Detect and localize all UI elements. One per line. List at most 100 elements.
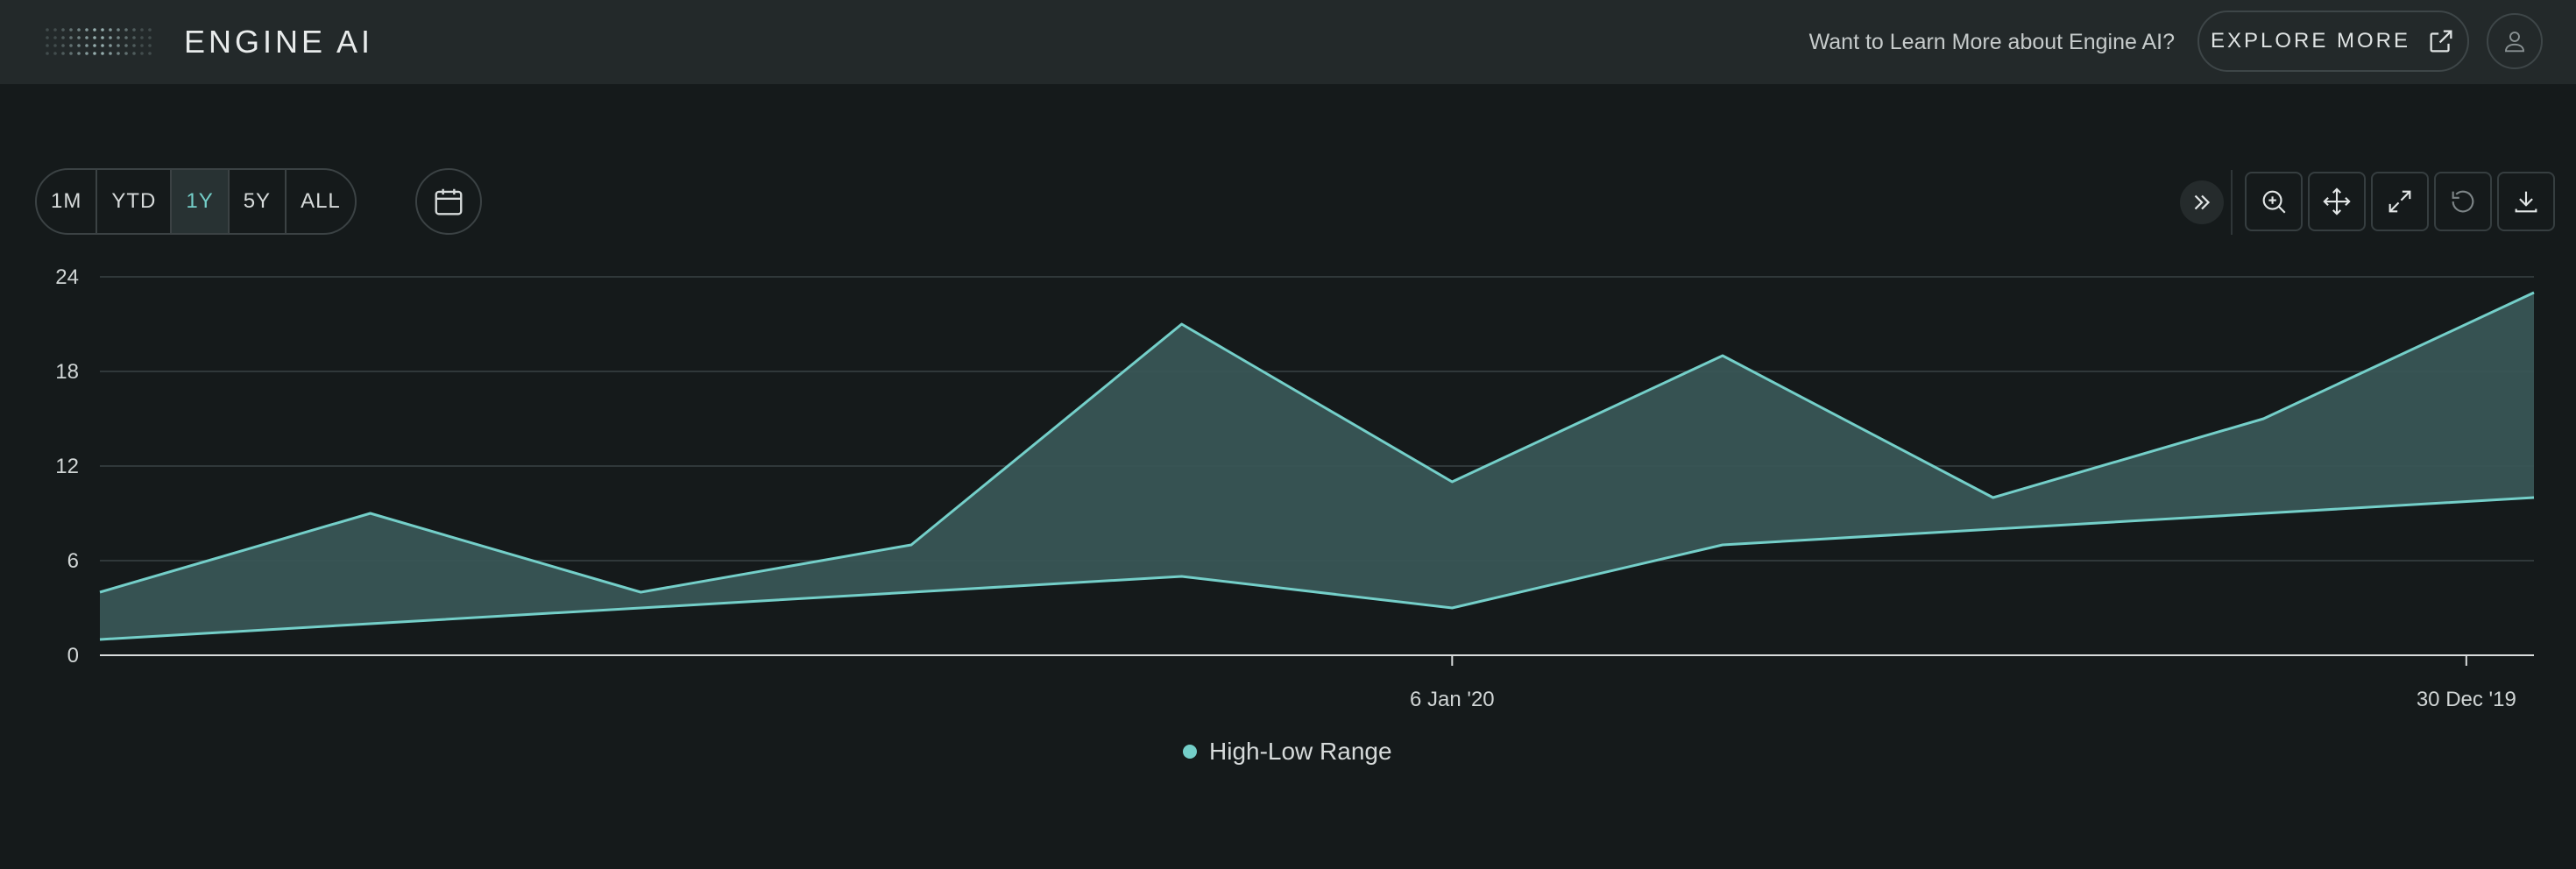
logo-dot — [85, 44, 88, 47]
logo-dot — [124, 44, 128, 47]
collapse-toolbar-button[interactable] — [2180, 180, 2224, 224]
logo-dot — [85, 52, 88, 55]
download-icon — [2515, 191, 2537, 213]
logo-dot — [148, 52, 152, 55]
reset-icon — [2452, 190, 2474, 213]
logo-dot — [85, 36, 88, 39]
logo-dot — [77, 36, 81, 39]
expand-icon — [2388, 190, 2411, 213]
logo-dot — [117, 44, 120, 47]
range-button-1y[interactable]: 1Y — [172, 170, 230, 233]
logo-dot — [93, 36, 96, 39]
logo-dot — [140, 52, 144, 55]
calendar-icon — [435, 188, 463, 215]
logo-dots-icon — [46, 28, 152, 55]
logo-dot — [148, 28, 152, 32]
logo-dot — [117, 36, 120, 39]
pan-button[interactable] — [2308, 172, 2366, 231]
learn-more-text: Want to Learn More about Engine AI? — [1808, 30, 2175, 54]
chart-legend[interactable]: High-Low Range — [1183, 734, 1392, 769]
pan-icon — [2323, 187, 2351, 215]
y-tick-label: 18 — [55, 360, 79, 384]
zoom-in-icon — [2262, 190, 2286, 214]
range-button-1m[interactable]: 1M — [37, 170, 98, 233]
logo-dot — [93, 52, 96, 55]
download-button[interactable] — [2497, 172, 2555, 231]
logo-dot — [132, 36, 136, 39]
x-tick-label: 30 Dec '19 — [2417, 688, 2516, 711]
logo-dot — [132, 28, 136, 32]
logo-dot — [132, 44, 136, 47]
logo-dot — [109, 52, 112, 55]
logo-dot — [148, 44, 152, 47]
logo-dot — [77, 28, 81, 32]
logo-dot — [69, 36, 73, 39]
logo-dot — [53, 44, 57, 47]
logo-dot — [61, 28, 65, 32]
expand-button[interactable] — [2371, 172, 2429, 231]
logo-dot — [132, 52, 136, 55]
logo-dot — [124, 28, 128, 32]
logo-dot — [77, 52, 81, 55]
chevron-double-right-icon — [2194, 194, 2211, 210]
low-line — [99, 496, 2535, 641]
legend-marker — [1183, 745, 1197, 759]
y-tick-label: 6 — [67, 549, 79, 573]
range-button-all[interactable]: ALL — [301, 189, 341, 213]
range-button-5y[interactable]: 5Y — [230, 170, 287, 233]
area-range-chart: 0 6 12 18 24 6 Jan '20 30 Dec '19 — [55, 265, 2535, 711]
y-tick-label: 0 — [67, 644, 79, 668]
user-icon — [2505, 32, 2524, 53]
y-tick-label: 24 — [55, 265, 79, 289]
logo-dot — [69, 28, 73, 32]
zoom-in-button[interactable] — [2245, 172, 2303, 231]
logo-dot — [109, 36, 112, 39]
logo-text: ENGINE AI — [184, 24, 374, 60]
logo-dot — [101, 44, 104, 47]
logo-dot — [124, 52, 128, 55]
logo-dot — [101, 36, 104, 39]
logo-dot — [140, 36, 144, 39]
toolbar-divider — [2231, 170, 2233, 235]
logo-dot — [46, 44, 49, 47]
reset-button[interactable] — [2434, 172, 2492, 231]
high-line — [99, 291, 2535, 594]
logo-dot — [93, 44, 96, 47]
logo-dot — [46, 36, 49, 39]
logo-dot — [61, 36, 65, 39]
explore-more-label: EXPLORE MORE — [2210, 29, 2411, 53]
logo-dot — [46, 28, 49, 32]
logo-dot — [101, 52, 104, 55]
external-link-icon — [2430, 30, 2452, 53]
logo-dot — [85, 28, 88, 32]
logo-dot — [109, 44, 112, 47]
logo-dot — [53, 52, 57, 55]
range-button-ytd[interactable]: YTD — [97, 170, 173, 233]
top-bar: ENGINE AI Want to Learn More about Engin… — [0, 0, 2576, 84]
logo-dot — [93, 28, 96, 32]
logo-dot — [101, 28, 104, 32]
logo-dot — [140, 28, 144, 32]
range-area — [100, 293, 2534, 639]
logo-dot — [109, 28, 112, 32]
logo-dot — [117, 28, 120, 32]
logo-dot — [69, 52, 73, 55]
logo-dot — [61, 44, 65, 47]
logo-dot — [46, 52, 49, 55]
legend-label: High-Low Range — [1209, 738, 1392, 765]
logo-dot — [77, 44, 81, 47]
logo-dot — [61, 52, 65, 55]
calendar-button[interactable] — [415, 168, 482, 235]
logo-dot — [124, 36, 128, 39]
logo-dot — [140, 44, 144, 47]
logo-dot — [53, 28, 57, 32]
x-tick-label: 6 Jan '20 — [1410, 688, 1495, 711]
user-profile-button[interactable] — [2487, 13, 2543, 69]
logo-dot — [148, 36, 152, 39]
time-range-selector: 1M YTD 1Y 5Y ALL — [35, 168, 357, 235]
logo-dot — [53, 36, 57, 39]
logo-dot — [117, 52, 120, 55]
explore-more-button[interactable]: EXPLORE MORE — [2197, 11, 2469, 72]
y-tick-label: 12 — [55, 455, 79, 478]
logo-dot — [69, 44, 73, 47]
